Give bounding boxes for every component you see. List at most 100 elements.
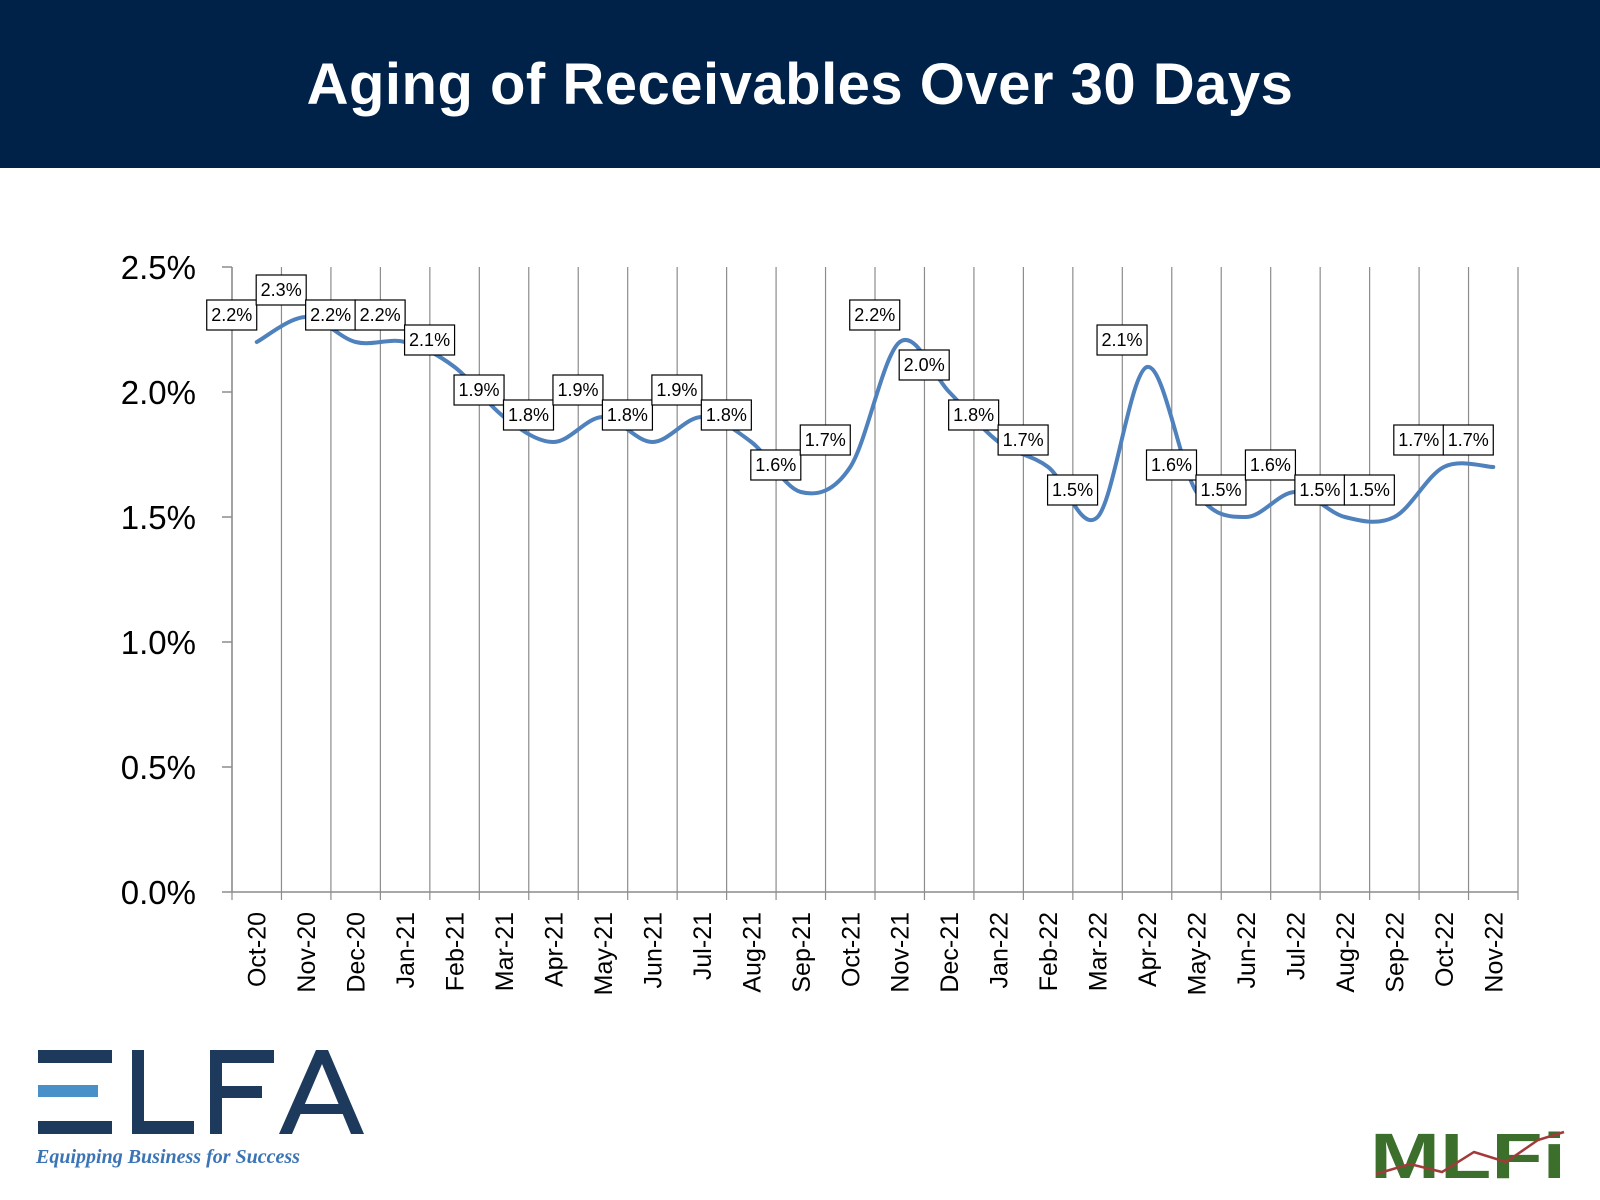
data-label-text: 1.9% — [557, 380, 598, 400]
data-label: 2.3% — [255, 274, 307, 306]
x-tick-label: Jul-21 — [689, 912, 717, 980]
data-label-text: 1.8% — [953, 405, 994, 425]
data-label: 2.2% — [849, 299, 901, 331]
y-tick-label: 2.0% — [121, 374, 196, 411]
data-label-text: 1.7% — [1003, 430, 1044, 450]
data-label-box — [1046, 474, 1099, 506]
data-label-box — [1195, 474, 1247, 506]
x-tick-label: Mar-22 — [1085, 912, 1113, 991]
elfa-logo-l-stem — [132, 1050, 144, 1134]
data-label-text: 2.3% — [261, 280, 302, 300]
elfa-logo-f-top — [210, 1050, 274, 1063]
data-label: 1.7% — [1393, 424, 1445, 456]
x-tick-labels: Oct-20 Nov-20 Dec-20 Jan-21 Feb-21 Mar-21 Apr-… — [244, 912, 1509, 995]
elfa-logo-a-bar — [299, 1104, 345, 1114]
x-tick-label: May-21 — [590, 912, 618, 995]
data-label: 1.7% — [799, 424, 851, 456]
elfa-logo — [38, 1050, 364, 1134]
x-tick-label: Nov-22 — [1480, 912, 1508, 993]
x-tick-label: Oct-20 — [244, 912, 272, 987]
data-label-text: 1.9% — [459, 380, 500, 400]
data-label-box — [1442, 424, 1494, 456]
data-label: 1.6% — [1244, 449, 1297, 481]
mlfi-trend-line-icon — [1375, 1130, 1565, 1176]
data-label-box — [750, 449, 802, 481]
x-tick-label: Mar-21 — [491, 912, 519, 991]
data-label: 1.9% — [651, 374, 703, 406]
data-label-box — [552, 374, 604, 406]
data-label-text: 2.2% — [211, 305, 252, 325]
data-label-box — [601, 399, 654, 431]
x-tick-label: Dec-20 — [343, 912, 371, 993]
data-label: 1.8% — [502, 399, 555, 431]
data-label-text: 1.8% — [607, 405, 648, 425]
data-label-text: 2.2% — [310, 305, 351, 325]
data-label-box — [700, 399, 752, 431]
x-tick-label: Dec-21 — [936, 912, 964, 993]
data-label-text: 1.5% — [1200, 480, 1241, 500]
data-label-box — [1343, 474, 1395, 506]
data-label: 1.7% — [997, 424, 1049, 456]
x-tick-label: Aug-22 — [1332, 912, 1360, 993]
data-label: 1.8% — [948, 399, 1000, 431]
data-label-box — [403, 324, 456, 356]
elfa-logo-bar-top — [38, 1050, 112, 1063]
mlfi-logo-text: MLFi — [1370, 1122, 1566, 1184]
data-label-text: 2.0% — [904, 355, 945, 375]
data-label-box — [948, 399, 1000, 431]
y-tick-labels: 0.0% 0.5% 1.0% 1.5% 2.0% 2.5% — [121, 249, 196, 911]
data-label-box — [354, 299, 406, 331]
x-tick-label: Jan-21 — [392, 912, 420, 988]
data-label-box — [1244, 449, 1297, 481]
data-label-text: 2.2% — [854, 305, 895, 325]
x-tick-label: Aug-21 — [738, 912, 766, 993]
data-label: 1.5% — [1343, 474, 1395, 506]
data-label-box — [1096, 324, 1148, 356]
x-tick-label: Oct-22 — [1431, 912, 1459, 987]
x-tick-label: Sep-22 — [1381, 912, 1409, 993]
data-label-text: 1.8% — [706, 405, 747, 425]
x-tick-label: Apr-21 — [541, 912, 569, 987]
data-label: 1.9% — [552, 374, 604, 406]
data-label-text: 1.6% — [755, 455, 796, 475]
y-tick-label: 2.5% — [121, 249, 196, 286]
data-label: 1.7% — [1442, 424, 1494, 456]
data-label-box — [997, 424, 1049, 456]
x-tick-label: Apr-22 — [1134, 912, 1162, 987]
data-label: 2.2% — [354, 299, 406, 331]
x-tick-label: Jun-22 — [1233, 912, 1261, 988]
grid-layer — [231, 267, 1519, 900]
page-title: Aging of Receivables Over 30 Days — [306, 51, 1294, 117]
header-banner: Aging of Receivables Over 30 Days — [0, 0, 1600, 168]
axis-layer — [222, 266, 1518, 893]
data-label-box — [206, 299, 258, 331]
data-label-box — [1294, 474, 1346, 506]
data-label-box — [255, 274, 307, 306]
data-label-text: 1.7% — [1448, 430, 1489, 450]
data-label: 1.8% — [601, 399, 654, 431]
data-label-text: 1.7% — [1398, 430, 1439, 450]
data-label: 2.1% — [1096, 324, 1148, 356]
data-label-box — [1145, 449, 1198, 481]
data-label-box — [502, 399, 555, 431]
line-chart: 0.0% 0.5% 1.0% 1.5% 2.0% 2.5% Oct-20 Nov-20 Dec… — [121, 249, 1519, 995]
data-label-box — [898, 349, 950, 381]
data-label: 2.0% — [898, 349, 950, 381]
x-tick-label: Feb-22 — [1035, 912, 1063, 991]
y-tick-label: 0.0% — [121, 874, 196, 911]
elfa-tagline: Equipping Business for Success — [36, 1146, 300, 1168]
mlfi-logo: MLFi — [1370, 1122, 1566, 1184]
data-label-text: 1.5% — [1349, 480, 1390, 500]
data-label: 2.1% — [403, 324, 456, 356]
data-label: 1.9% — [453, 374, 505, 406]
x-tick-label: Oct-21 — [837, 912, 865, 987]
data-label-text: 1.9% — [656, 380, 697, 400]
data-label-text: 2.1% — [1102, 330, 1143, 350]
data-labels: 2.2% 2.3% 2.2% 2.2% 2.1% 1.9% 1.8% 1.9% 1.8% 1.9%… — [206, 274, 1494, 506]
x-tick-label: Nov-20 — [293, 912, 321, 993]
data-label: 2.2% — [206, 299, 258, 331]
data-label-text: 1.6% — [1151, 455, 1192, 475]
data-label-box — [305, 299, 357, 331]
y-tick-label: 1.0% — [121, 624, 196, 661]
x-tick-label: Jun-21 — [639, 912, 667, 988]
